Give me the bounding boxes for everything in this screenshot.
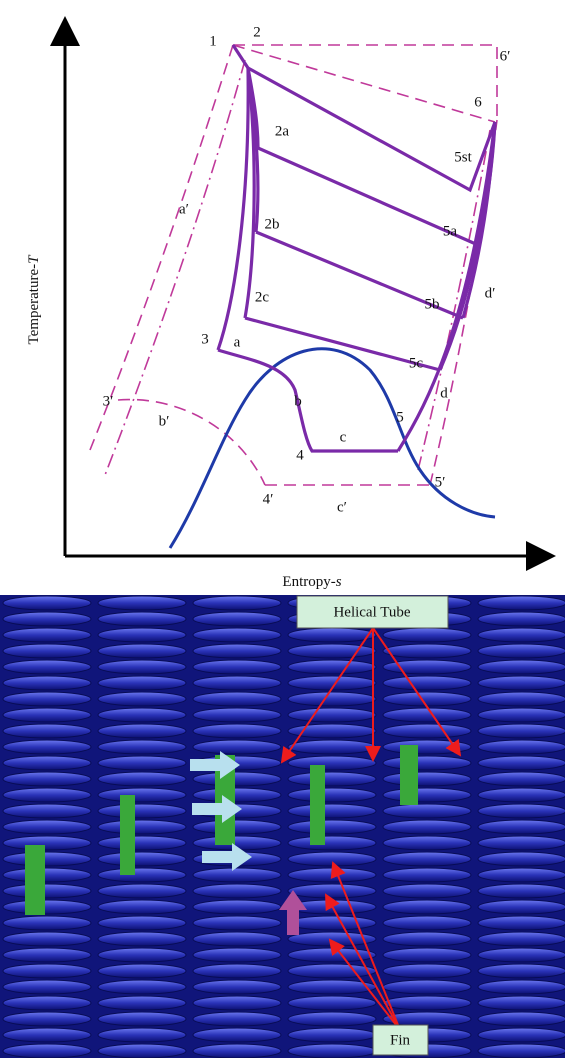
- helical-tube-render: Helical Tube Fin: [0, 595, 565, 1058]
- point-label: 5st: [454, 149, 472, 165]
- point-label: 3: [201, 331, 209, 347]
- point-label: a: [234, 334, 241, 350]
- point-label: 5′: [435, 474, 446, 490]
- point-label: 6′: [500, 48, 511, 64]
- point-label: 2b: [265, 216, 280, 232]
- point-label: d: [440, 385, 448, 401]
- point-label: 2c: [255, 289, 270, 305]
- real-cycles: [218, 45, 495, 451]
- b-prime-dashed: [118, 400, 265, 485]
- point-label: 6: [474, 94, 482, 110]
- path-d: [398, 122, 495, 451]
- point-label: 3′: [103, 393, 114, 409]
- a-prime-dashed-2: [105, 60, 245, 475]
- x-axis-label: Entropy-s: [282, 574, 341, 590]
- point-label: b: [294, 393, 302, 409]
- point-label: 5b: [425, 296, 440, 312]
- a-prime-dashed: [90, 45, 233, 450]
- tube-bank: [0, 595, 565, 1058]
- point-label: 4′: [263, 491, 274, 507]
- ideal-cycle: [90, 45, 497, 485]
- point-label: 4: [296, 447, 304, 463]
- point-label: 2a: [275, 123, 290, 139]
- y-axis-label-name: Temperature-: [26, 264, 42, 345]
- path-1-2: [233, 45, 248, 68]
- point-label: 5c: [409, 355, 424, 371]
- point-label: b′: [159, 413, 170, 429]
- point-label: a′: [179, 201, 189, 217]
- x-axis-label-name: Entropy-: [282, 574, 335, 590]
- point-label: c: [340, 429, 347, 445]
- callout-label: Helical Tube: [333, 604, 410, 620]
- expansion-dashed: [233, 45, 495, 122]
- point-label: 5: [396, 409, 404, 425]
- point-label: 5a: [443, 223, 458, 239]
- point-label: 2: [253, 24, 261, 40]
- x-axis-label-symbol: s: [336, 574, 342, 590]
- callout-label: Fin: [390, 1032, 411, 1048]
- point-label: 1: [209, 33, 217, 49]
- point-label: c′: [337, 499, 347, 515]
- saturation-dome: [170, 349, 495, 548]
- path-a: [218, 68, 248, 350]
- point-label: d′: [485, 285, 496, 301]
- page: Temperature-T Entropy-s 126′62a5sta′2b5a…: [0, 0, 565, 1058]
- y-axis-label-symbol: T: [26, 254, 42, 264]
- y-axis-label: Temperature-T: [26, 254, 42, 345]
